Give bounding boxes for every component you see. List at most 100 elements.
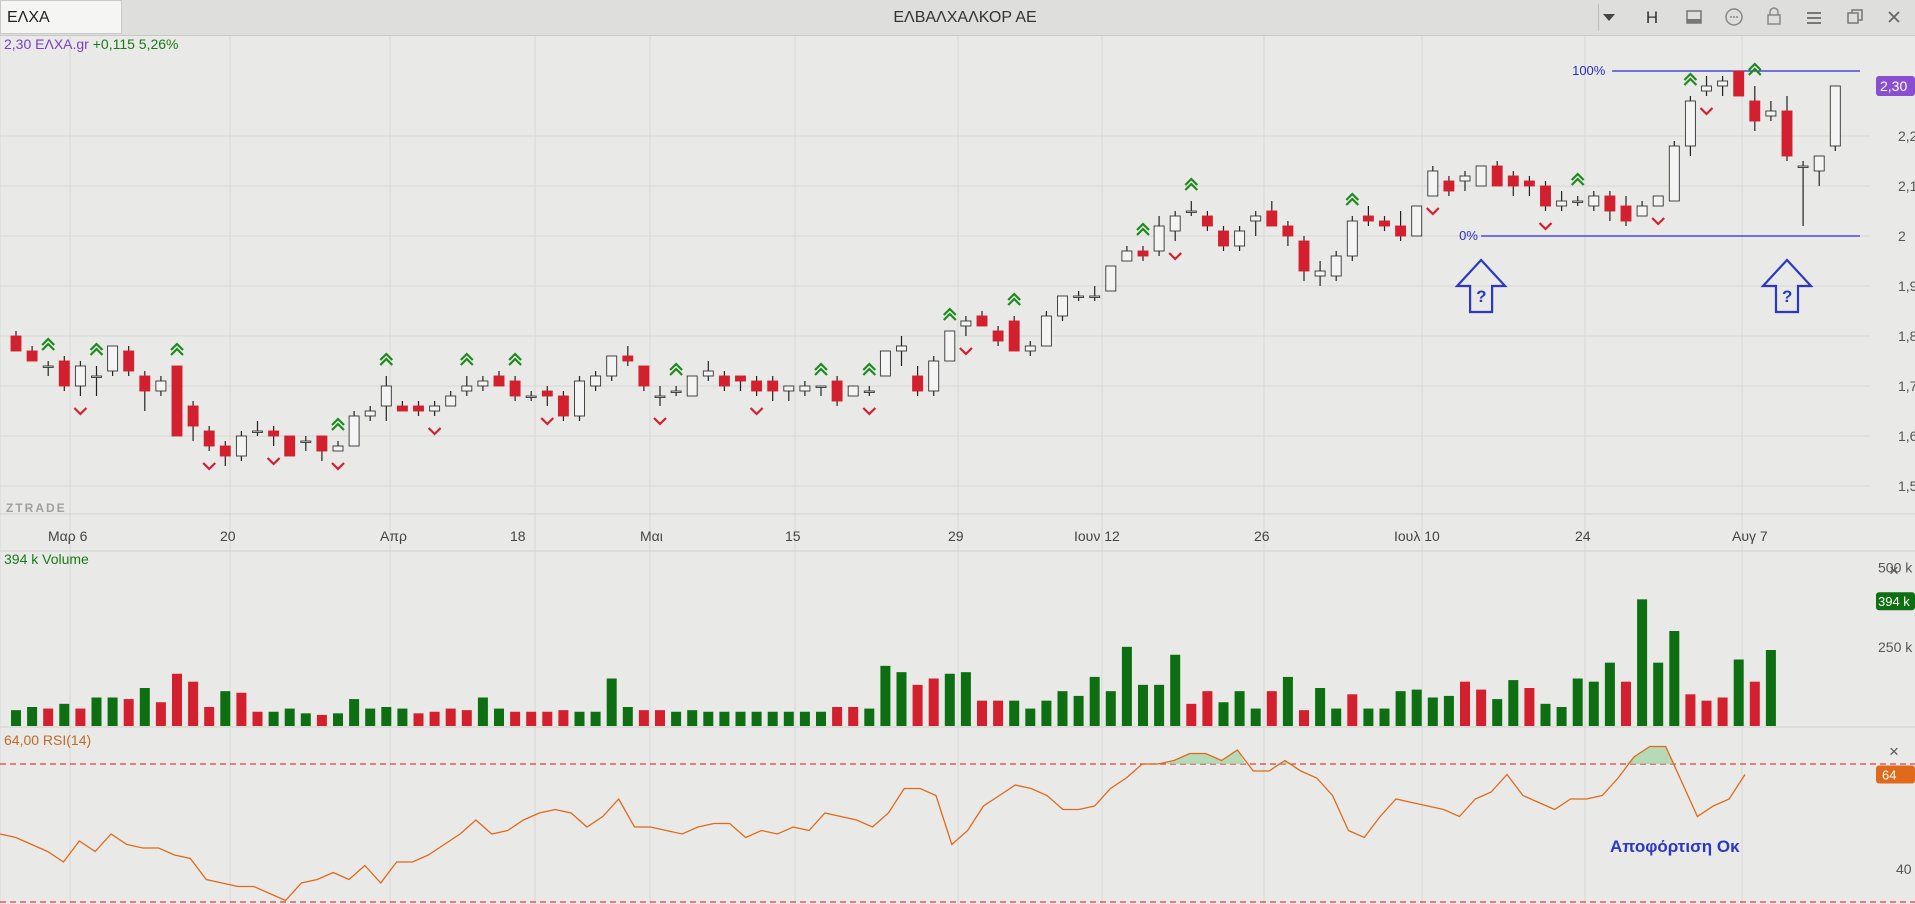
volume-bar [542,711,553,726]
price-tick-label: 1,7 [1898,378,1915,394]
price-tick-label: 2,1 [1898,178,1915,194]
volume-bar [671,711,682,726]
dropdown-arrow-icon[interactable] [1592,0,1626,35]
candle-body [1765,110,1777,117]
trough-signal-marker [331,462,345,471]
volume-bar [27,707,38,726]
candle-body [123,350,135,372]
candle-body [316,435,328,452]
candle-body [155,380,167,392]
volume-bar [1250,708,1261,726]
volume-bar [43,708,54,726]
candle-body [1218,230,1229,247]
candle-body [364,410,376,417]
chart-area: 2,30 ΕΛΧΑ.gr +0,115 5,26% ZTRADE 100%0% … [0,36,1915,904]
volume-bar [1363,708,1374,726]
price-tick-label: 1,6 [1898,428,1915,444]
candle-body [1668,145,1680,202]
volume-bar [1637,599,1648,726]
candle-body [1475,165,1487,187]
peak-signal-marker [508,352,522,366]
trough-signal-marker [540,417,555,426]
trough-signal-marker [266,457,281,466]
volume-bar [1057,691,1068,726]
menu-icon[interactable] [1797,0,1831,35]
candle-body [1008,320,1020,352]
volume-bar [944,673,955,726]
volume-bar [1621,681,1631,726]
price-tick-label: 2,2 [1898,128,1915,144]
candle-body [58,360,70,387]
candle-body [1024,345,1036,352]
volume-bar [767,711,778,726]
peak-signal-marker [1683,72,1698,86]
date-axis-label: 29 [948,528,964,544]
candle-body [831,380,843,402]
candle-body [139,375,151,392]
volume-bar [1733,659,1744,726]
volume-bar [1121,646,1132,726]
candle-body [74,365,86,387]
candle-body [268,430,280,437]
peak-signal-marker [460,352,474,366]
volume-bar [1524,688,1535,726]
candle-body [1379,220,1390,227]
lock-icon[interactable] [1757,0,1791,35]
volume-bar [1717,697,1728,726]
volume-bar [445,708,456,726]
candle-body [348,415,360,447]
candle-body [252,430,263,433]
volume-bar [1138,684,1148,726]
volume-bar [960,672,971,726]
peak-signal-marker [669,362,683,376]
trough-signal-marker [749,407,764,416]
up-arrow-annotation [1760,258,1814,314]
volume-bar [1749,681,1760,726]
candle-body [461,385,473,392]
symbol-input[interactable]: ΕΛΧΑ [0,0,122,34]
candle-body [622,355,634,362]
candle-body [944,330,956,362]
volume-bar [928,678,939,726]
volume-bar [1556,707,1567,726]
candle-body [1540,185,1551,207]
volume-bar [220,691,231,726]
candle-body [1346,220,1358,257]
period-button[interactable]: H [1645,8,1659,27]
volume-bar [381,707,392,726]
date-axis-label: Μαρ 6 [48,528,88,544]
volume-bar [413,713,424,726]
trough-signal-marker [202,462,216,471]
volume-bar [832,707,843,726]
candle-body [1572,200,1584,203]
peak-signal-marker [41,337,55,351]
current-price-tag [1876,76,1915,96]
candle-body [992,330,1004,342]
volume-bar [494,708,504,726]
annotation-text: Αποφόρτιση Οκ [1610,837,1740,856]
candle-body [1314,270,1326,277]
date-axis-label: 26 [1254,528,1270,544]
volume-bar [1266,691,1277,726]
volume-bar [606,678,617,726]
candle-body [380,385,392,407]
volume-bar [751,711,762,726]
volume-bar [912,684,923,726]
restore-icon[interactable] [1838,0,1872,35]
volume-close-button[interactable]: × [1889,561,1899,580]
volume-bar [735,711,746,726]
rsi-close-button[interactable]: × [1889,742,1899,761]
window-icon[interactable] [1677,0,1711,35]
chat-icon[interactable] [1717,0,1751,35]
volume-bar [1669,631,1680,726]
volume-bar [655,710,665,726]
candle-body [1282,225,1294,237]
close-icon[interactable] [1877,0,1911,35]
candle-body [767,380,779,392]
rsi-overbought-fill [1626,746,1674,764]
volume-bar [1604,662,1615,726]
volume-bar [1186,703,1197,726]
trough-signal-marker [653,417,667,426]
candle-body [686,375,698,397]
peak-signal-marker [1007,292,1021,306]
